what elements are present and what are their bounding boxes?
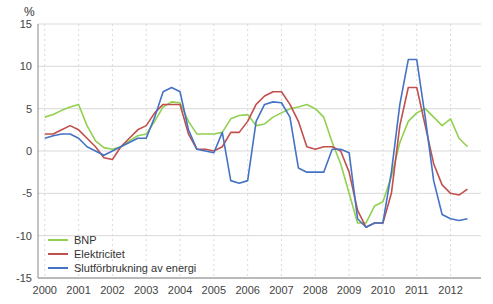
legend-label: Slutförbrukning av energi xyxy=(74,262,196,274)
lines xyxy=(45,60,468,228)
x-tick-label: 2001 xyxy=(66,284,90,296)
y-axis-label: % xyxy=(24,5,35,19)
x-grid-line xyxy=(382,24,383,278)
legend: BNP Elektricitet Slutförbrukning av energi xyxy=(48,234,196,274)
y-grid-line xyxy=(38,151,481,152)
chart: -15 -10 -5 0 5 10 15 2000 2001 2002 2003 2004 2005 20… xyxy=(0,0,493,304)
x-tick-label: 2009 xyxy=(337,284,361,296)
x-tick-label: 2003 xyxy=(134,284,158,296)
series-line xyxy=(45,60,468,228)
axes: -15 -10 -5 0 5 10 15 2000 2001 2002 2003 2004 2005 20… xyxy=(16,18,481,296)
x-tick-label: 2005 xyxy=(202,284,226,296)
y-grid-line xyxy=(38,193,481,194)
y-tick-label: -10 xyxy=(16,230,32,242)
y-tick-label: 15 xyxy=(20,18,32,30)
x-grid-line xyxy=(44,24,45,278)
x-axis-line xyxy=(38,278,481,279)
y-tick-label: -5 xyxy=(22,187,32,199)
x-grid-line xyxy=(315,24,316,278)
x-grid-line xyxy=(180,24,181,278)
x-tick-label: 2000 xyxy=(33,284,57,296)
legend-swatch xyxy=(48,267,68,269)
x-tick-label: 2002 xyxy=(100,284,124,296)
y-axis-line xyxy=(38,24,39,278)
x-tick-label: 2006 xyxy=(235,284,259,296)
x-tick-label: 2004 xyxy=(168,284,192,296)
x-tick-label: 2007 xyxy=(269,284,293,296)
x-grid-line xyxy=(450,24,451,278)
x-tick-label: 2012 xyxy=(438,284,462,296)
x-grid-line xyxy=(146,24,147,278)
x-tick-label: 2011 xyxy=(405,284,429,296)
x-grid-line xyxy=(247,24,248,278)
x-tick-label: 2010 xyxy=(371,284,395,296)
x-tick-label: 2008 xyxy=(303,284,327,296)
y-grid-line xyxy=(38,108,481,109)
y-grid-line xyxy=(38,235,481,236)
legend-swatch xyxy=(48,239,68,241)
x-grid-line xyxy=(349,24,350,278)
y-grid-line xyxy=(38,278,481,279)
y-tick-label: 10 xyxy=(20,60,32,72)
legend-label: Elektricitet xyxy=(74,248,125,260)
y-grid-line xyxy=(38,24,481,25)
y-tick-label: -15 xyxy=(16,272,32,284)
grid xyxy=(38,24,481,278)
y-tick-label: 0 xyxy=(26,145,32,157)
x-grid-line xyxy=(281,24,282,278)
series-line xyxy=(45,88,468,228)
legend-label: BNP xyxy=(74,234,97,246)
y-tick-label: 5 xyxy=(26,103,32,115)
y-grid-line xyxy=(38,66,481,67)
legend-swatch xyxy=(48,253,68,255)
